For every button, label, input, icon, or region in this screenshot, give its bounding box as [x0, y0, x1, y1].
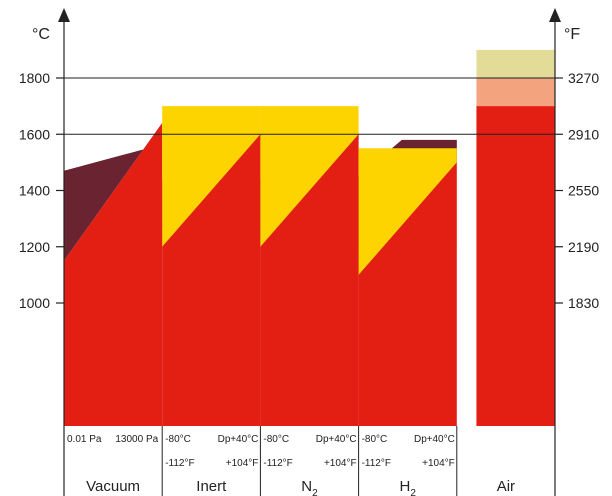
sub-label: +40°C [230, 434, 258, 445]
right-tick-label: 2910 [568, 126, 599, 142]
left-tick-label: 1000 [19, 295, 50, 311]
left-axis-unit: °C [32, 26, 50, 43]
sub-label: 13000 Pa [115, 434, 158, 445]
sub-label: Dp [414, 434, 427, 445]
sub-label: +40°C [427, 434, 455, 445]
h2-yellow-band [358, 148, 457, 275]
sub-label: +104°F [226, 458, 259, 469]
category-label: Vacuum [86, 478, 140, 495]
air-salmon-band [476, 78, 555, 107]
gridlines [64, 77, 555, 135]
category-label: Air [497, 478, 515, 495]
sub-label: +40°C [328, 434, 356, 445]
sub-label: -80°C [362, 434, 388, 445]
category-label: H2 [399, 478, 416, 496]
n2-yellow-band [260, 106, 359, 247]
plot-regions [64, 49, 555, 427]
sub-label: -112°F [165, 458, 194, 469]
right-tick-label: 3270 [568, 70, 599, 86]
sub-label: -80°C [263, 434, 289, 445]
sub-label: -80°C [165, 434, 191, 445]
left-tick-label: 1800 [19, 70, 50, 86]
right-tick-label: 2190 [568, 239, 599, 255]
right-axis-arrow [549, 8, 561, 22]
sub-label: 0.01 Pa [67, 434, 102, 445]
left-axis-arrow [58, 8, 70, 22]
inert-yellow-band [162, 106, 261, 247]
air-khaki-band [476, 49, 555, 78]
sub-label: Dp [316, 434, 329, 445]
left-tick-label: 1400 [19, 183, 50, 199]
sub-label: -112°F [362, 458, 391, 469]
category-label: N2 [301, 478, 318, 496]
sub-label: +104°F [324, 458, 357, 469]
right-axis-unit: °F [564, 26, 580, 43]
sub-label: +104°F [422, 458, 455, 469]
vacuum-red-area [64, 123, 163, 426]
right-tick-label: 2550 [568, 183, 599, 199]
tick-labels: 1000 1830 1200 2190 1400 2550 1600 2910 1800 3270 [19, 70, 600, 311]
sub-label: -112°F [263, 458, 292, 469]
sub-label: Dp [218, 434, 231, 445]
n2-red-area [260, 134, 359, 427]
left-tick-label: 1200 [19, 239, 50, 255]
right-tick-label: 1830 [568, 295, 599, 311]
left-tick-label: 1600 [19, 126, 50, 142]
air-red-area [476, 106, 555, 426]
axes [58, 8, 561, 496]
category-label: Inert [196, 478, 227, 495]
inert-red-area [162, 134, 261, 427]
h2-red-area [358, 162, 457, 426]
